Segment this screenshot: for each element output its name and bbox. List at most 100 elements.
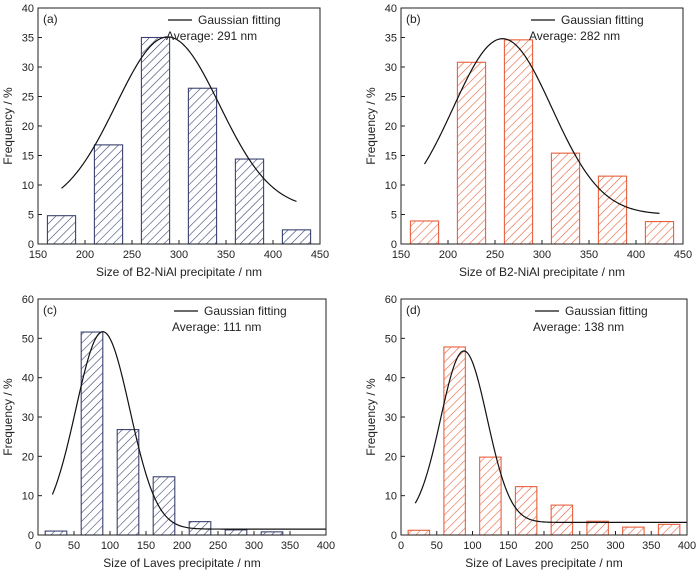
x-tick-label-5: 400 xyxy=(264,249,282,261)
x-tick-label-4: 350 xyxy=(217,249,235,261)
histogram-bar-1 xyxy=(456,61,487,245)
panel-a: 150 200 250 300 350 400 450 0 5 10 15 20 25 30 35 40 Siz… xyxy=(1,3,329,279)
histogram-bar-2 xyxy=(503,39,534,245)
legend-average-text: Average: 291 nm xyxy=(166,29,257,43)
histogram-bar-3 xyxy=(187,87,218,245)
x-tick-label-5: 250 xyxy=(209,540,227,552)
y-tick-label-6: 60 xyxy=(385,294,397,306)
x-tick-label-4: 200 xyxy=(535,540,553,552)
gaussian-fit-curve xyxy=(61,36,297,203)
y-tick-label-7: 35 xyxy=(385,33,397,45)
x-axis-label: Size of Laves precipitate / nm xyxy=(103,556,260,570)
y-tick-label-1: 10 xyxy=(22,491,34,503)
panel-label: (b) xyxy=(406,12,421,26)
histogram-bar-7 xyxy=(657,523,681,536)
x-tick-label-2: 250 xyxy=(123,249,141,261)
legend-label-gaussian-fitting: Gaussian fitting xyxy=(204,304,287,318)
y-tick-label-1: 10 xyxy=(385,491,397,503)
panel-c: 0 50 100 150 200 250 300 350 400 0 10 20 30 40 50 60 Siz… xyxy=(1,294,335,570)
histogram-bar-2 xyxy=(479,456,502,536)
y-tick-label-3: 15 xyxy=(385,151,397,163)
y-tick-label-2: 10 xyxy=(22,180,34,192)
y-tick-label-5: 25 xyxy=(22,92,34,104)
x-tick-label-2: 100 xyxy=(101,540,119,552)
histogram-bar-0 xyxy=(409,220,440,245)
y-tick-label-5: 50 xyxy=(22,333,34,345)
panel-d: 0 50 100 150 200 250 300 350 400 0 10 20 30 40 50 60 Siz… xyxy=(364,294,696,570)
histogram-bar-3 xyxy=(152,476,176,536)
legend-label-gaussian-fitting: Gaussian fitting xyxy=(198,13,281,27)
x-tick-label-6: 300 xyxy=(606,540,624,552)
y-tick-label-0: 0 xyxy=(28,530,34,542)
y-tick-label-8: 40 xyxy=(385,3,397,15)
y-tick-label-2: 20 xyxy=(22,451,34,463)
panel-label: (d) xyxy=(406,303,421,317)
histogram-bar-4 xyxy=(597,175,628,245)
y-tick-label-1: 5 xyxy=(28,210,34,222)
y-tick-label-6: 60 xyxy=(22,294,34,306)
panel-label: (c) xyxy=(43,303,57,317)
x-tick-label-6: 300 xyxy=(245,540,263,552)
y-tick-label-0: 0 xyxy=(391,239,397,251)
x-tick-label-6: 450 xyxy=(674,249,692,261)
x-tick-label-1: 50 xyxy=(431,540,443,552)
y-tick-label-6: 30 xyxy=(22,62,34,74)
y-tick-label-8: 40 xyxy=(22,3,34,15)
histogram-bar-5 xyxy=(224,529,248,536)
y-tick-label-4: 40 xyxy=(385,373,397,385)
x-tick-label-1: 50 xyxy=(68,540,80,552)
histogram-bar-2 xyxy=(140,36,171,245)
histogram-bar-0 xyxy=(46,215,77,245)
x-tick-label-7: 350 xyxy=(281,540,299,552)
y-axis-label: Frequency / % xyxy=(1,87,15,165)
x-axis-label: Size of B2-NiAl precipitate / nm xyxy=(459,265,625,279)
histogram-bar-1 xyxy=(93,144,124,245)
histogram-bar-3 xyxy=(550,152,581,245)
gaussian-fit-curve xyxy=(423,38,660,214)
y-tick-label-7: 35 xyxy=(22,33,34,45)
x-tick-label-3: 300 xyxy=(170,249,188,261)
plot-frame xyxy=(37,7,321,245)
x-tick-label-7: 350 xyxy=(642,540,660,552)
x-tick-label-0: 0 xyxy=(398,540,404,552)
histogram-bar-6 xyxy=(622,526,645,536)
legend-average-text: Average: 282 nm xyxy=(529,29,620,43)
histogram-bar-5 xyxy=(281,229,312,245)
y-tick-label-1: 5 xyxy=(391,210,397,222)
y-tick-label-3: 30 xyxy=(385,412,397,424)
histogram-bar-1 xyxy=(80,331,104,536)
y-tick-label-0: 0 xyxy=(391,530,397,542)
y-tick-label-2: 10 xyxy=(385,180,397,192)
x-tick-label-3: 150 xyxy=(499,540,517,552)
histogram-bar-0 xyxy=(407,529,431,536)
y-axis-label: Frequency / % xyxy=(364,87,378,165)
x-tick-label-6: 450 xyxy=(311,249,329,261)
x-tick-label-0: 150 xyxy=(392,249,410,261)
plot-frame xyxy=(400,7,684,245)
histogram-bar-5 xyxy=(644,221,675,245)
histogram-bar-0 xyxy=(44,530,68,536)
y-tick-label-4: 20 xyxy=(385,121,397,133)
y-tick-label-0: 0 xyxy=(28,239,34,251)
x-tick-label-4: 350 xyxy=(580,249,598,261)
histogram-bar-4 xyxy=(550,504,574,536)
y-tick-label-2: 20 xyxy=(385,451,397,463)
x-axis-label: Size of Laves precipitate / nm xyxy=(465,556,622,570)
y-tick-label-5: 25 xyxy=(385,92,397,104)
histogram-bar-5 xyxy=(586,520,609,536)
x-tick-label-8: 400 xyxy=(678,540,696,552)
x-tick-label-0: 150 xyxy=(29,249,47,261)
y-axis-label: Frequency / % xyxy=(364,378,378,456)
histogram-bar-2 xyxy=(116,429,140,536)
legend-average-text: Average: 138 nm xyxy=(533,320,624,334)
x-tick-label-0: 0 xyxy=(35,540,41,552)
y-tick-label-3: 15 xyxy=(22,151,34,163)
x-tick-label-4: 200 xyxy=(173,540,191,552)
histogram-bar-4 xyxy=(234,158,265,245)
x-tick-label-3: 300 xyxy=(533,249,551,261)
x-tick-label-5: 400 xyxy=(627,249,645,261)
y-tick-label-4: 40 xyxy=(22,373,34,385)
y-axis-label: Frequency / % xyxy=(1,378,15,456)
x-tick-label-5: 250 xyxy=(571,540,589,552)
